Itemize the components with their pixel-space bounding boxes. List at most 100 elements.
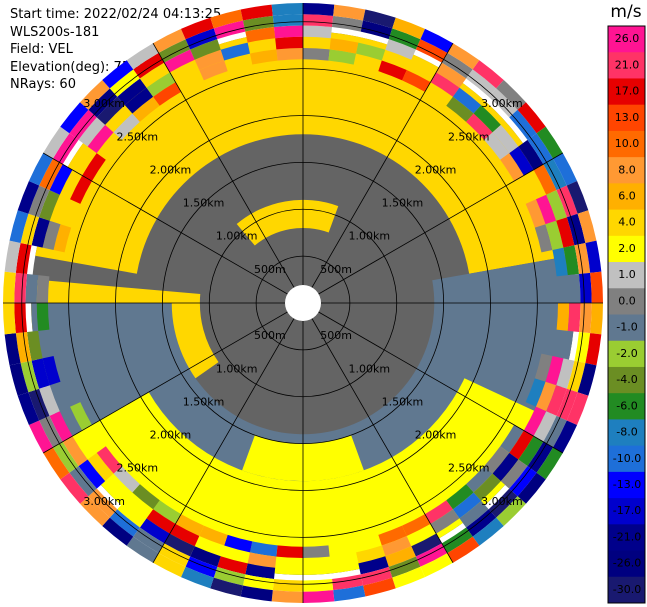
range-ring-label: 500m [254,329,286,342]
range-gate-cell [210,9,243,29]
range-gate-cell [272,14,303,28]
range-gate-cell [17,180,40,214]
range-gate-cell [247,552,277,568]
range-gate-cell [20,360,40,393]
range-gate-cell [492,124,519,154]
range-ring-label: 1.00km [349,362,391,375]
range-gate-cell [25,273,39,303]
range-gate-cell [31,217,50,248]
range-gate-cell [60,102,89,134]
range-gate-cell [199,60,228,81]
colorbar-swatch [608,498,645,525]
range-gate-cell [492,452,519,482]
range-gate-cell [535,381,557,412]
range-gate-cell [536,126,563,159]
range-gate-cell [546,190,567,221]
colorbar-swatch [608,576,645,604]
range-gate-cell [303,25,333,39]
range-gate-cell [392,17,426,40]
range-gate-cell [303,14,334,28]
colorbar-tick-label: -30.0 [613,583,641,596]
range-gate-cell [553,420,578,453]
range-gate-cell [566,360,586,393]
range-gate-cell [87,124,114,154]
range-gate-cell [517,102,546,134]
range-gate-cell [381,535,412,557]
range-gate-cell [36,275,50,303]
range-gate-cell [533,411,557,442]
range-gate-cell [3,271,16,303]
range-gate-cell [249,49,278,65]
range-gate-cell [441,527,473,554]
colorbar-tick-label: -4.0 [616,373,637,386]
range-gate-cell [424,500,453,524]
range-gate-cell [220,42,250,61]
range-gate-cell [356,42,386,61]
range-gate-cell [488,488,518,518]
colorbar-tick-label: -21.0 [613,530,641,543]
colorbar-tick-label: 0.0 [618,294,636,307]
range-gate-cell [210,577,243,597]
range-gate-cell [190,39,221,60]
range-gate-cell [4,240,21,273]
range-gate-cell [28,153,53,186]
range-gate-cell [213,20,246,40]
range-gate-cell [109,69,140,97]
range-ring-label: 2.50km [116,462,158,475]
colorbar-swatch [608,340,645,368]
colorbar-tick-label: -10.0 [613,452,641,465]
range-gate-cell [473,473,501,501]
range-gate-cell [199,525,228,546]
colorbar-tick-label: 1.0 [618,268,636,281]
colorbar-tick-label: -26.0 [613,557,641,570]
range-gate-cell [574,242,591,274]
range-gate-cell [139,518,170,544]
range-gate-cell [466,69,497,97]
range-gate-cell [275,36,303,50]
range-gate-cell [332,574,364,591]
colorbar-tick-label: -8.0 [616,426,637,439]
range-ring-label: 3.00km [83,97,125,110]
range-gate-cell [424,82,453,106]
range-gate-cell [43,447,70,480]
range-gate-cell [509,430,534,460]
range-gate-cell [567,303,581,333]
range-gate-cell [356,545,386,564]
range-gate-cell [358,556,389,575]
range-gate-cell [500,424,524,453]
range-gate-cell [9,210,29,243]
colorbar-tick-label: -17.0 [613,504,641,517]
range-gate-cell [590,271,603,303]
range-ring-label: 1.00km [216,362,258,375]
range-ring-label: 2.00km [415,429,457,442]
colorbar-swatch [608,550,645,578]
range-gate-cell [96,96,125,125]
range-gate-cell [88,88,118,118]
range-gate-cell [78,459,106,489]
range-gate-cell [420,28,453,53]
range-gate-cell [578,272,592,303]
range-gate-cell [363,577,396,597]
range-gate-cell [102,517,134,546]
range-gate-cell [60,472,89,504]
range-ring-label: 500m [254,263,286,276]
range-gate-cell [52,441,79,473]
range-ring-label: 1.50km [183,197,225,210]
ray-spoke [302,42,454,304]
range-gate-cell [509,146,534,176]
range-gate-cell [472,517,504,546]
colorbar-swatch [608,209,645,237]
range-gate-cell [153,553,186,578]
range-gate-cell [447,43,480,70]
range-gate-cell [585,333,602,366]
range-gate-cell [303,48,330,61]
range-gate-cell [271,3,303,16]
range-gate-cell [553,153,578,186]
range-gate-cell [472,60,504,89]
range-gate-cell [43,126,70,159]
range-gate-cell [190,546,221,567]
range-gate-cell [556,358,575,389]
range-gate-cell [276,545,303,558]
range-gate-cell [500,459,528,489]
range-gate-cell [124,87,154,114]
